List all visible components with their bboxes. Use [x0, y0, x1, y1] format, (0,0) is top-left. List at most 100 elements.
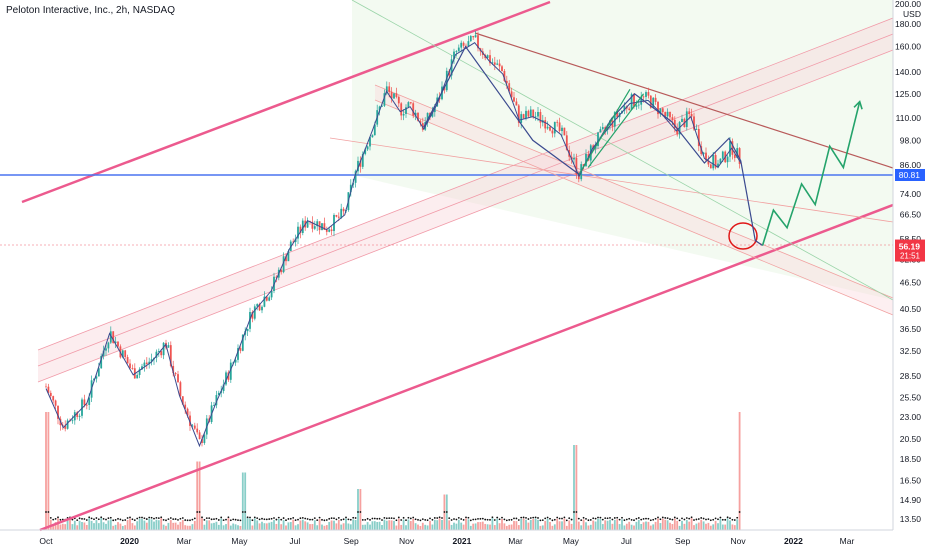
volume-bar — [729, 520, 731, 530]
y-tick-label: 14.90 — [900, 495, 922, 505]
candle-body — [321, 223, 323, 231]
volume-bar — [270, 521, 273, 530]
volume-ma-dot — [587, 519, 590, 522]
highlight-circle — [728, 222, 758, 250]
volume-ma-dot — [330, 517, 333, 520]
candle-body — [714, 154, 717, 168]
volume-bar — [340, 524, 343, 530]
candle-body — [645, 92, 647, 97]
volume-ma-dot — [690, 516, 693, 519]
volume-ma-dot — [481, 517, 484, 520]
volume-bar — [628, 521, 631, 530]
candle-body — [573, 157, 575, 160]
candle-body — [676, 127, 679, 135]
volume-ma-dot — [652, 518, 655, 521]
volume-ma-dot — [697, 518, 700, 520]
volume-ma-dot — [616, 516, 619, 519]
volume-bar — [724, 524, 727, 530]
volume-bar — [616, 519, 619, 530]
volume-ma-dot — [717, 518, 719, 521]
volume-ma-dot — [678, 519, 681, 522]
candle-body — [179, 382, 182, 397]
projection-path-blue — [423, 45, 763, 246]
volume-bar — [155, 519, 158, 530]
candle-body — [330, 229, 333, 232]
volume-ma-dot — [124, 519, 127, 521]
volume-ma-dot — [376, 517, 379, 520]
volume-ma-dot — [210, 518, 213, 521]
candle-body — [575, 157, 578, 175]
volume-bar — [333, 520, 335, 530]
candle-body — [342, 208, 345, 212]
volume-bar — [129, 518, 131, 530]
volume-ma-dot — [513, 517, 515, 520]
volume-bar — [225, 524, 227, 530]
x-tick-label: 2020 — [120, 536, 139, 546]
volume-ma-dot — [669, 518, 671, 520]
volume-ma-dot — [412, 516, 415, 519]
volume-ma-dot — [400, 519, 403, 521]
volume-bar — [371, 521, 374, 530]
volume-ma-dot — [414, 518, 417, 521]
y-tick-label: 40.50 — [900, 304, 922, 314]
volume-bar — [714, 520, 717, 530]
candle-body — [657, 101, 659, 115]
volume-ma-dot — [405, 519, 407, 521]
volume-ma-dot — [630, 518, 633, 521]
candle-body — [517, 105, 520, 123]
x-tick-label: 2022 — [784, 536, 803, 546]
volume-ma-dot — [208, 517, 211, 520]
candle-body — [174, 373, 177, 375]
candle-body — [491, 62, 494, 64]
y-tick-label: 140.00 — [895, 67, 921, 77]
volume-ma-dot — [426, 519, 429, 522]
candle-body — [412, 103, 415, 116]
volume-bar — [640, 524, 643, 530]
volume-bar — [69, 518, 71, 530]
candle-body — [155, 351, 158, 358]
volume-ma-dot — [109, 516, 112, 519]
candle-body — [297, 226, 299, 239]
volume-ma-dot — [253, 516, 256, 519]
volume-bar — [450, 524, 453, 530]
volume-bar — [366, 522, 369, 530]
volume-bar — [568, 520, 571, 530]
volume-ma-dot — [112, 519, 115, 522]
volume-bar — [563, 518, 566, 530]
volume-bar — [693, 525, 695, 530]
volume-bar — [400, 524, 403, 530]
x-tick-label: Sep — [344, 536, 359, 546]
volume-ma-dot — [258, 518, 261, 521]
candle-body — [642, 96, 645, 98]
volume-bar — [316, 525, 319, 530]
volume-bar — [645, 521, 647, 530]
volume-bar — [102, 522, 105, 530]
volume-bar — [191, 524, 194, 530]
volume-bar — [215, 521, 218, 530]
candle-body — [335, 214, 338, 217]
volume-ma-dot — [333, 517, 335, 520]
volume-bar — [54, 522, 57, 530]
volume-bar — [45, 412, 47, 530]
candle-body — [460, 42, 463, 48]
candle-body — [325, 229, 328, 232]
volume-bar — [289, 522, 292, 530]
candle-body — [71, 420, 74, 422]
volume-ma-dot — [592, 517, 595, 520]
volume-ma-dot — [457, 517, 460, 519]
candle-body — [467, 41, 470, 47]
candle-body — [409, 102, 412, 104]
candle-body — [167, 345, 170, 348]
volume-bar — [690, 518, 693, 530]
candle-body — [469, 36, 472, 42]
volume-bar — [85, 524, 88, 530]
volume-bar — [625, 523, 628, 530]
volume-bar — [232, 523, 235, 530]
volume-bar — [496, 518, 499, 530]
volume-ma-dot — [85, 519, 88, 521]
volume-ma-dot — [265, 518, 268, 521]
volume-bar — [604, 520, 607, 530]
volume-bar — [369, 524, 371, 530]
